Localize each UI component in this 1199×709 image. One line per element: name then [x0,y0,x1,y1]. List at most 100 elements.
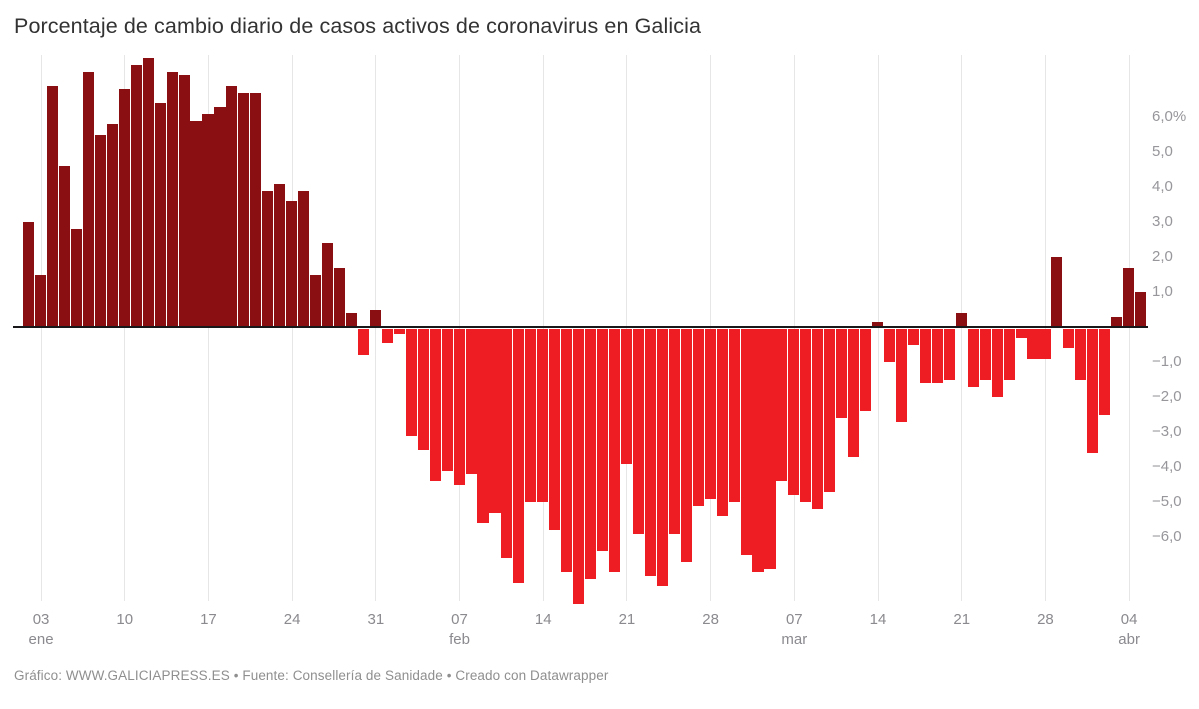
bar[interactable] [668,328,680,534]
bar[interactable] [740,328,752,555]
bar[interactable] [608,328,621,572]
bar[interactable] [561,328,573,572]
bar[interactable] [82,71,94,327]
bar[interactable] [35,274,47,327]
bar[interactable] [369,309,381,327]
bar[interactable] [800,328,812,502]
bar[interactable] [70,229,83,327]
bar[interactable] [907,328,919,345]
bar[interactable] [417,328,429,450]
bar[interactable] [226,85,238,327]
bar[interactable] [94,134,106,327]
bar[interactable] [166,71,178,327]
bar[interactable] [1027,328,1039,359]
bar[interactable] [537,328,549,502]
bar[interactable] [142,57,154,327]
bar[interactable] [262,190,274,327]
bar[interactable] [585,328,597,579]
bar[interactable] [1075,328,1087,380]
bar[interactable] [764,328,776,569]
bar[interactable] [1099,328,1111,415]
bar[interactable] [286,201,298,327]
bar[interactable] [238,92,250,327]
bar[interactable] [202,113,214,327]
bar[interactable] [1087,328,1099,453]
bar[interactable] [680,328,692,562]
bar[interactable] [836,328,848,418]
bar[interactable] [178,75,190,327]
bar[interactable] [1111,316,1123,327]
bar[interactable] [489,328,501,513]
bar[interactable] [118,89,130,327]
bar[interactable] [692,328,704,506]
bar[interactable] [752,328,764,572]
bar[interactable] [106,124,118,327]
bar[interactable] [872,321,884,327]
bar[interactable] [274,183,286,327]
bar[interactable] [884,328,896,362]
bar[interactable] [1039,328,1051,359]
bar[interactable] [955,313,967,327]
bar[interactable] [310,274,322,327]
bar[interactable] [967,328,979,387]
bar[interactable] [1051,257,1063,327]
bar[interactable] [1003,328,1015,380]
bar[interactable] [1063,328,1075,348]
bar[interactable] [381,328,393,343]
bar[interactable] [848,328,860,457]
y-tick-label: −2,0 [1152,388,1182,405]
bar[interactable] [465,328,477,474]
bar[interactable] [979,328,991,380]
bar[interactable] [405,328,417,436]
x-month-label: mar [781,631,808,648]
bar[interactable] [597,328,609,551]
bar[interactable] [716,328,728,516]
bar[interactable] [58,166,71,327]
bar[interactable] [333,267,346,327]
bar[interactable] [190,120,202,327]
bar[interactable] [47,85,59,327]
bar[interactable] [632,328,644,534]
bar[interactable] [919,328,931,383]
bar[interactable] [931,328,943,383]
bar[interactable] [513,328,525,583]
bar[interactable] [656,328,668,586]
bar[interactable] [477,328,489,523]
y-tick-label: −4,0 [1152,458,1182,475]
bar[interactable] [1015,328,1027,338]
bar[interactable] [644,328,656,576]
bar[interactable] [895,328,908,422]
bar[interactable] [345,313,358,327]
bar[interactable] [393,328,405,334]
x-tick-label: 14 [534,611,552,628]
bar[interactable] [991,328,1003,397]
x-gridline [375,55,377,601]
bar[interactable] [549,328,561,530]
bar[interactable] [453,328,465,485]
bar[interactable] [298,190,310,327]
bar[interactable] [776,328,788,481]
bar[interactable] [441,328,453,471]
bar[interactable] [812,328,824,509]
bar[interactable] [154,103,166,327]
bar[interactable] [1123,267,1135,327]
bar[interactable] [214,106,226,327]
bar[interactable] [23,222,35,327]
bar[interactable] [573,328,585,604]
bar[interactable] [501,328,513,558]
bar[interactable] [788,328,800,495]
bar[interactable] [250,92,262,327]
bar[interactable] [525,328,537,502]
bar[interactable] [322,243,334,327]
bar[interactable] [704,328,716,499]
bar[interactable] [130,64,142,327]
bar[interactable] [728,328,740,502]
bar[interactable] [357,328,369,355]
x-gridline [542,55,544,601]
bar[interactable] [620,328,633,464]
bar[interactable] [1135,292,1147,327]
bar[interactable] [824,328,836,492]
bar[interactable] [943,328,955,380]
bar[interactable] [429,328,441,481]
bar[interactable] [860,328,872,411]
